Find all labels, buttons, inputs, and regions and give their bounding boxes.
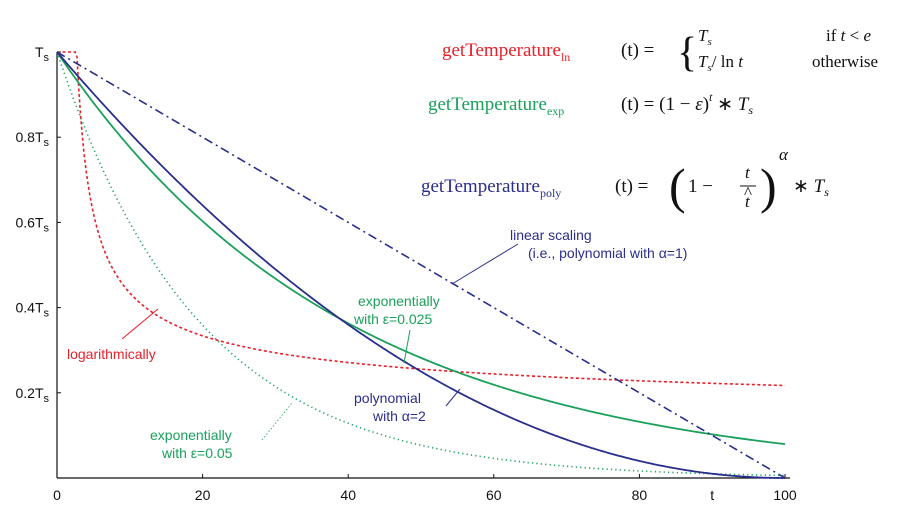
exp05-leader [261, 402, 293, 441]
eq-ln-brace: { [677, 30, 697, 76]
x-tick-label: 20 [195, 487, 211, 503]
eq-poly-lparen: ( [669, 158, 686, 214]
eq-ln-case1: Ts [698, 26, 712, 48]
x-tick-label: 100 [773, 487, 797, 503]
eq-poly-tail: ∗ Ts [793, 176, 829, 199]
equation-ln: getTemperatureln (t) = { Ts if t < e Ts/… [442, 26, 878, 76]
linear-label-2: (i.e., polynomial with α=1) [528, 245, 687, 261]
x-tick-label: 80 [632, 487, 648, 503]
series-exp025-line [56, 51, 786, 446]
log-label: logarithmically [67, 346, 156, 362]
y-tick-label: 0.2Ts [15, 385, 49, 405]
poly2-label-2: with α=2 [372, 408, 426, 424]
exp05-label-1: exponentially [150, 427, 232, 443]
x-tick-label: t [710, 487, 714, 503]
exp025-label-1: exponentially [358, 293, 440, 309]
eq-ln-cond1: if t < e [826, 26, 871, 45]
equation-poly: getTemperaturepoly (t) = ( 1 − t t ^ ) α… [421, 145, 829, 214]
eq-poly-alpha: α [779, 145, 789, 164]
x-tick-label: 60 [486, 487, 502, 503]
equation-exp: getTemperatureexp (t) = (1 − ε)t ∗ Ts [428, 90, 753, 118]
eq-exp-body: (t) = (1 − ε)t ∗ Ts [621, 90, 753, 117]
annotation-poly2: polynomial with α=2 [354, 390, 426, 424]
annotation-linear: linear scaling (i.e., polynomial with α=… [510, 227, 687, 261]
x-tick-label: 40 [340, 487, 356, 503]
curves [56, 51, 786, 479]
exp025-label-2: with ε=0.025 [353, 311, 432, 327]
eq-poly-one: 1 − [688, 176, 713, 197]
x-tick-label: 0 [53, 487, 61, 503]
linear-label-1: linear scaling [510, 227, 592, 243]
eq-poly-num: t [745, 163, 751, 182]
log-leader [121, 308, 159, 340]
eq-poly-rparen: ) [760, 158, 777, 214]
eq-ln-name: getTemperatureln [442, 40, 570, 64]
eq-poly-name: getTemperaturepoly [421, 176, 561, 200]
y-tick-labels: Ts 0.8Ts 0.6Ts 0.4Ts 0.2Ts [15, 44, 61, 405]
eq-ln-case2: Ts/ ln t [698, 52, 744, 74]
annotation-exp05: exponentially with ε=0.05 [150, 427, 233, 461]
y-tick-label: 0.8Ts [15, 129, 49, 149]
eq-poly-hat: ^ [744, 183, 752, 202]
linear-leader [451, 243, 519, 285]
series-linear-line [56, 51, 786, 479]
eq-ln-arg: (t) = [621, 40, 654, 61]
y-tick-label: 0.4Ts [15, 300, 49, 320]
annotation-leaders [121, 243, 519, 441]
eq-poly-arg: (t) = [615, 176, 648, 197]
series-poly2-line [56, 51, 785, 479]
x-tick-labels: 0 20 40 60 80 t 100 [53, 474, 797, 503]
eq-ln-cond2: otherwise [812, 52, 878, 71]
poly2-leader [445, 388, 461, 407]
y-tick-label: 0.6Ts [15, 214, 49, 234]
eq-poly-den: t [745, 192, 751, 211]
exp05-label-2: with ε=0.05 [161, 445, 233, 461]
y-tick-label: Ts [35, 44, 50, 64]
annotation-logarithmic: logarithmically [67, 346, 156, 362]
exp025-leader [403, 329, 411, 364]
series-exp05-line [56, 51, 786, 477]
poly2-label-1: polynomial [354, 390, 421, 406]
eq-exp-name: getTemperatureexp [428, 94, 564, 118]
annotation-exp025: exponentially with ε=0.025 [353, 293, 440, 327]
